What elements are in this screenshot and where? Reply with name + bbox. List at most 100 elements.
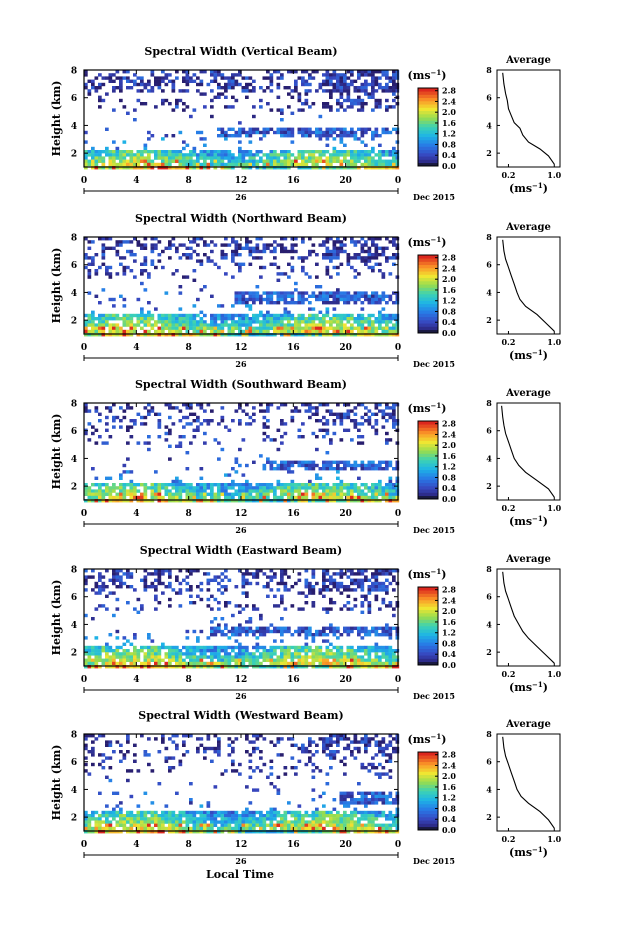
heatmap-cell — [395, 636, 400, 640]
heatmap-cell — [175, 406, 179, 410]
heatmap-cell — [367, 333, 372, 337]
heatmap-cell — [199, 237, 204, 241]
heatmap-cell — [203, 756, 207, 760]
heatmap-cell — [150, 262, 155, 266]
heatmap-cell — [297, 329, 302, 334]
heatmap-cell — [262, 486, 267, 490]
heatmap-cell — [164, 645, 169, 650]
heatmap-cell — [283, 134, 288, 138]
heatmap-cell — [315, 476, 319, 480]
heatmap-cell — [350, 463, 354, 468]
heatmap-cell — [185, 467, 190, 471]
heatmap-cell — [329, 256, 333, 260]
heatmap-cell — [367, 246, 372, 250]
heatmap-cell — [105, 499, 109, 503]
heatmap-cell — [115, 156, 120, 160]
heatmap-cell — [381, 294, 386, 298]
heatmap-cell — [84, 326, 88, 330]
heatmap-cell — [206, 823, 211, 827]
heatmap-cell — [371, 253, 375, 257]
heatmap-cell — [126, 665, 130, 669]
heatmap-cell — [350, 98, 354, 103]
heatmap-cell — [175, 495, 179, 500]
heatmap-cell — [154, 578, 158, 582]
heatmap-cell — [220, 166, 225, 170]
heatmap-cell — [147, 272, 151, 276]
heatmap-cell — [294, 156, 298, 160]
heatmap-cell — [395, 301, 400, 305]
heatmap-cell — [245, 412, 249, 416]
heatmap-cell — [136, 313, 141, 318]
heatmap-cell — [353, 489, 358, 493]
heatmap-cell — [157, 665, 162, 669]
heatmap-cell — [287, 665, 291, 669]
heatmap-cell — [210, 419, 214, 423]
heatmap-cell — [304, 601, 309, 605]
heatmap-cell — [108, 810, 113, 815]
heatmap-cell — [290, 297, 295, 302]
heatmap-cell — [119, 473, 123, 477]
heatmap-cell — [367, 301, 372, 305]
heatmap-cell — [388, 153, 393, 157]
heatmap-cell — [287, 262, 291, 266]
heatmap-cell — [371, 645, 375, 650]
heatmap-cell — [287, 156, 291, 160]
heatmap-cell — [189, 162, 193, 167]
heatmap-cell — [290, 409, 295, 413]
heatmap-cell — [357, 329, 361, 334]
heatmap-cell — [231, 419, 235, 423]
heatmap-cell — [318, 591, 323, 595]
heatmap-cell — [168, 153, 172, 157]
heatmap-cell — [395, 294, 400, 298]
heatmap-cell — [311, 604, 316, 608]
heatmap-cell — [171, 486, 176, 490]
heatmap-cell — [241, 495, 246, 500]
heatmap-cell — [203, 649, 207, 653]
heatmap-cell — [213, 73, 218, 77]
heatmap-cell — [259, 137, 263, 141]
heatmap-cell — [119, 333, 123, 337]
heatmap-cell — [248, 82, 253, 87]
heatmap-cell — [248, 150, 253, 154]
heatmap-cell — [259, 249, 263, 254]
heatmap-cell — [210, 629, 214, 634]
heatmap-cell — [192, 495, 197, 500]
heatmap-cell — [311, 323, 316, 327]
heatmap-cell — [381, 489, 386, 493]
heatmap-cell — [161, 658, 165, 662]
heatmap-cell — [192, 820, 197, 824]
heatmap-cell — [168, 585, 172, 589]
heatmap-cell — [378, 237, 382, 241]
heatmap-cell — [262, 499, 267, 503]
heatmap-cell — [395, 329, 400, 334]
heatmap-cell — [119, 150, 123, 154]
heatmap-cell — [143, 578, 148, 582]
heatmap-cell — [329, 409, 333, 413]
heatmap-cell — [280, 658, 284, 662]
heatmap-cell — [311, 601, 316, 605]
heatmap-cell — [325, 665, 330, 669]
heatmap-cell — [290, 479, 295, 484]
heatmap-cell — [224, 645, 228, 650]
heatmap-cell — [346, 412, 351, 416]
heatmap-cell — [339, 243, 344, 247]
heatmap-cell — [171, 272, 176, 276]
heatmap-cell — [140, 492, 144, 496]
heatmap-cell — [231, 249, 235, 254]
heatmap-cell — [336, 652, 340, 656]
heatmap-cell — [269, 665, 274, 669]
heatmap-cell — [315, 159, 319, 163]
colorbar-tick-label: 0.8 — [442, 638, 456, 648]
heatmap-cell — [241, 645, 246, 650]
heatmap-cell — [301, 162, 305, 167]
heatmap-cell — [234, 73, 239, 77]
heatmap-cell — [213, 159, 218, 163]
heatmap-cell — [178, 89, 183, 93]
heatmap-cell — [203, 572, 207, 576]
heatmap-cell — [189, 601, 193, 605]
heatmap-cell — [287, 489, 291, 493]
heatmap-cell — [143, 814, 148, 818]
heatmap-cell — [178, 658, 183, 662]
heatmap-cell — [255, 291, 260, 295]
heatmap-cell — [91, 740, 95, 744]
